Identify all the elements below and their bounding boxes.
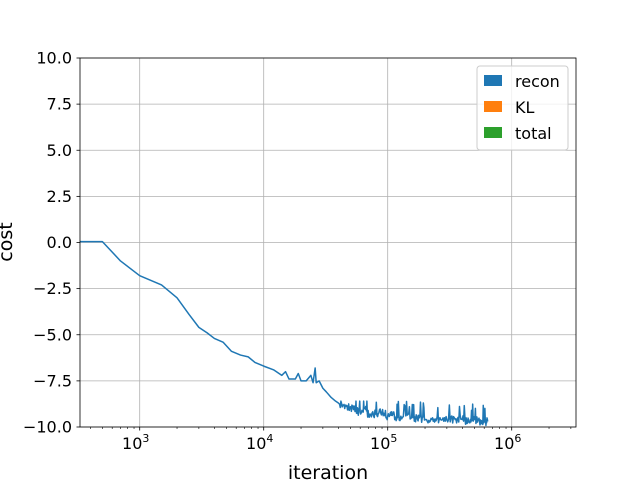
y-axis-label: cost [0,222,17,261]
x-tick-label: 104 [246,432,273,453]
x-tick-label-exponent: 5 [390,432,397,445]
legend-label-kl: KL [515,98,534,117]
x-tick-label: 103 [122,432,149,453]
x-tick-label-base: 10 [494,434,514,453]
x-tick-label-exponent: 6 [514,432,521,445]
x-tick-label: 105 [370,432,397,453]
legend-swatch-kl [484,101,502,112]
y-tick-label: −2.5 [33,279,72,298]
x-tick-label-base: 10 [122,434,142,453]
legend-entry-total: total [484,124,552,143]
y-tick-label: 0.0 [47,233,72,252]
legend: recon KL total [476,65,569,151]
legend-swatch-total [484,127,502,138]
series-line-recon [80,240,489,427]
x-axis-label: iteration [288,462,368,480]
x-tick-label-base: 10 [370,434,390,453]
y-tick-label: 5.0 [47,141,72,160]
legend-label-total: total [515,124,552,143]
series-layer [80,240,489,427]
legend-label-recon: recon [515,72,560,91]
legend-entry-recon: recon [484,72,560,91]
x-tick-label-exponent: 3 [142,432,149,445]
legend-entry-kl: KL [484,98,534,117]
x-tick-label: 106 [494,432,521,453]
legend-swatch-recon [484,75,502,86]
y-tick-label: 10.0 [36,49,72,68]
y-tick-label: −10.0 [23,418,72,437]
x-tick-label-base: 10 [246,434,266,453]
y-tick-label: −7.5 [33,371,72,390]
y-tick-label: 2.5 [47,187,72,206]
y-tick-label: −5.0 [33,325,72,344]
x-tick-label-exponent: 4 [266,432,273,445]
y-tick-label: 7.5 [47,95,72,114]
